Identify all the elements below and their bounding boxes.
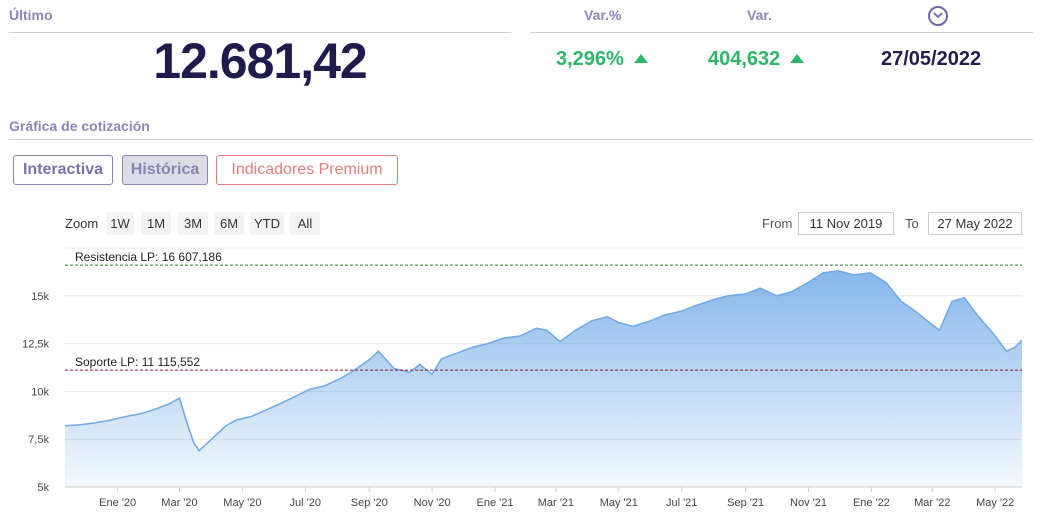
from-label: From [762,216,793,231]
chevron-down-icon[interactable] [928,6,948,26]
var-pct-text: 3,296% [556,48,624,70]
arrow-up-icon [633,54,648,63]
x-tick-label: Ene '21 [477,497,514,509]
x-tick-label: Ene '20 [99,497,136,509]
price-line [64,270,1023,452]
var-pct-label: Var.% [584,7,622,23]
x-tick-label: Jul '20 [290,497,321,509]
support-label: Soporte LP: 11 115,552 [75,355,200,369]
last-price-value: 12.681,42 [153,33,367,89]
y-tick-label: 5k [37,482,49,494]
zoom-1w-button[interactable]: 1W [106,212,134,235]
zoom-label: Zoom [65,216,99,231]
resistance-label: Resistencia LP: 16 607,186 [75,250,222,264]
var-abs-text: 404,632 [708,48,781,70]
y-tick-label: 7,5k [28,434,49,446]
to-date-input[interactable]: 27 May 2022 [928,212,1022,235]
x-tick-label: Mar '22 [914,497,950,509]
var-abs-label: Var. [747,7,772,23]
x-tick-label: Ene '22 [853,497,890,509]
x-tick-label: Nov '21 [790,497,827,509]
x-tick-label: May '21 [600,497,638,509]
x-tick-label: Nov '20 [414,497,451,509]
quote-date: 27/05/2022 [881,48,982,70]
x-tick-label: Mar '21 [538,497,574,509]
var-pct-value: 3,296% [556,48,648,71]
zoom-3m-button[interactable]: 3M [178,212,208,235]
x-tick-label: Jul '21 [666,497,697,509]
x-tick-label: Mar '20 [161,497,197,509]
x-tick-label: May '20 [223,497,261,509]
header-divider-left [9,32,511,33]
from-date-input[interactable]: 11 Nov 2019 [798,212,894,235]
tab-historica[interactable]: Histórica [122,155,208,185]
header-divider-right [530,32,1033,33]
price-area [65,270,1022,487]
var-abs-value: 404,632 [708,48,805,71]
to-label: To [905,216,919,231]
last-price-label: Último [9,7,53,23]
section-title: Gráfica de cotización [9,118,150,134]
zoom-6m-button[interactable]: 6M [214,212,244,235]
tab-indicadores-premium[interactable]: Indicadores Premium [216,155,398,185]
zoom-ytd-button[interactable]: YTD [250,212,284,235]
zoom-all-button[interactable]: All [290,212,320,235]
y-tick-label: 15k [31,291,49,303]
y-tick-label: 12,5k [22,339,49,351]
tab-interactiva[interactable]: Interactiva [13,155,113,185]
y-tick-label: 10k [31,386,49,398]
x-tick-label: Sep '20 [351,497,388,509]
zoom-1m-button[interactable]: 1M [141,212,171,235]
x-tick-label: Sep '21 [727,497,764,509]
x-tick-label: May '22 [976,497,1014,509]
arrow-up-icon [790,54,805,63]
section-divider [9,139,1033,140]
